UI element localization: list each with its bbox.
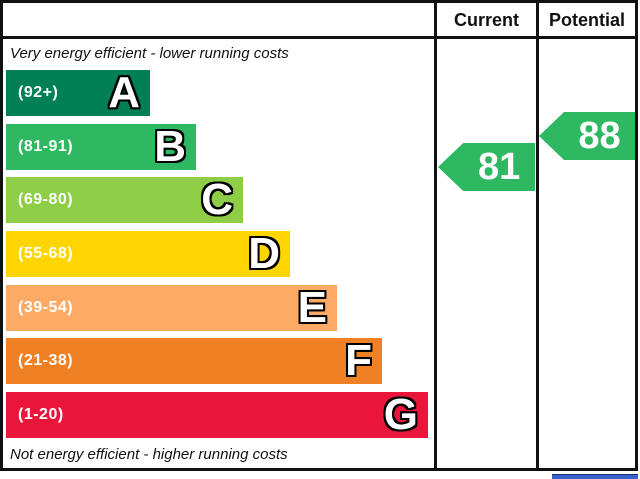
band-range-label: (55-68) [18, 245, 74, 262]
current-rating-value: 81 [477, 146, 521, 188]
potential-column-divider [536, 0, 539, 471]
current-rating-arrow: 81 [438, 143, 535, 191]
band-row-d: (55-68) D [6, 231, 290, 277]
band-letter: D [248, 229, 280, 278]
potential-column-header: Potential [548, 9, 625, 30]
band-row-b: (81-91) B [6, 124, 196, 170]
band-row-a: (92+) A [6, 70, 150, 116]
table-border-bottom [0, 468, 638, 471]
bottom-caption: Not energy efficient - higher running co… [10, 446, 288, 463]
band-range-label: (21-38) [18, 352, 74, 369]
band-range-label: (1-20) [18, 406, 64, 423]
bottom-strip [552, 474, 638, 479]
band-letter: F [345, 336, 372, 385]
band-range-label: (81-91) [18, 138, 74, 155]
band-range-label: (69-80) [18, 191, 74, 208]
current-column-divider [434, 0, 437, 471]
band-letter: E [297, 283, 327, 332]
current-column-header: Current [453, 9, 519, 30]
table-border-top [0, 0, 638, 3]
band-letter: G [383, 390, 418, 439]
table-border-left [0, 0, 3, 471]
band-row-f: (21-38) F [6, 338, 382, 384]
band-letter: C [201, 175, 233, 224]
table-border-right [635, 0, 638, 471]
band-row-g: (1-20) G [6, 392, 428, 438]
header-divider [0, 36, 638, 39]
band-row-e: (39-54) E [6, 285, 337, 331]
top-caption: Very energy efficient - lower running co… [10, 45, 289, 62]
potential-rating-value: 88 [578, 115, 621, 157]
band-range-label: (92+) [18, 84, 59, 101]
potential-rating-arrow: 88 [539, 112, 635, 160]
band-letter: A [108, 68, 140, 117]
band-letter: B [154, 122, 186, 171]
band-row-c: (69-80) C [6, 177, 243, 223]
band-range-label: (39-54) [18, 299, 74, 316]
